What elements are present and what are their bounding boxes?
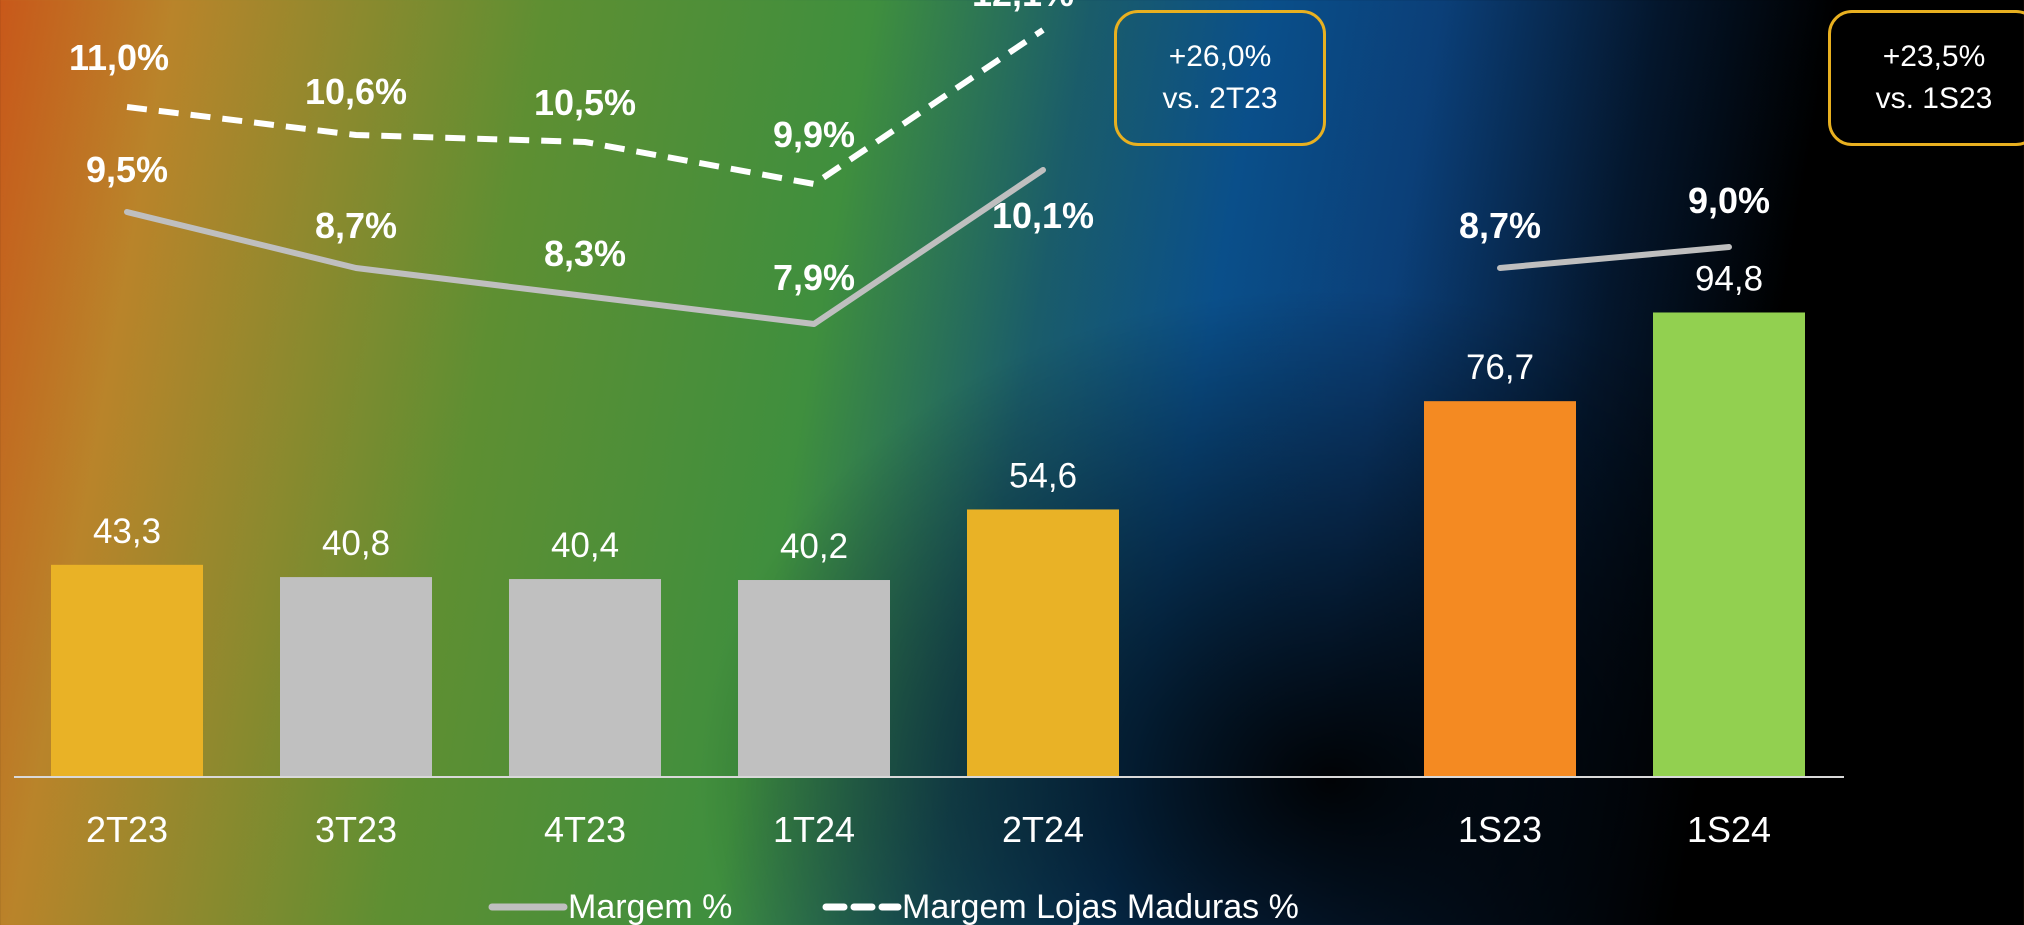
bar-2T23 <box>51 564 203 777</box>
margem-lojas-label-2T23: 11,0% <box>69 37 169 78</box>
bar-value-label-3T23: 40,8 <box>322 524 390 563</box>
callout-value: +26,0% <box>1168 40 1272 73</box>
bar-value-label-1T24: 40,2 <box>780 527 848 566</box>
growth-callout-2t24: +26,0% vs. 2T23 <box>1114 10 1326 146</box>
callout-comparison: vs. 1S23 <box>1875 82 1993 115</box>
margem-label-1S23: 8,7% <box>1459 205 1541 246</box>
x-tick-labels: 2T23 3T23 4T23 1T24 2T24 1S23 1S24 <box>86 809 1771 850</box>
callout-comparison: vs. 2T23 <box>1162 82 1278 115</box>
x-tick-1S24: 1S24 <box>1687 809 1771 850</box>
bar-1T24 <box>738 580 890 777</box>
bar-1S24 <box>1653 312 1805 777</box>
legend: Margem % Margem Lojas Maduras % <box>488 888 1299 925</box>
margem-label-2T24: 10,1% <box>992 195 1094 236</box>
x-tick-1T24: 1T24 <box>773 809 855 850</box>
margem-lojas-label-3T23: 10,6% <box>305 71 407 112</box>
bar-4T23 <box>509 579 661 777</box>
x-tick-2T24: 2T24 <box>1002 809 1084 850</box>
callout-value: +23,5% <box>1882 40 1986 73</box>
bar-1S23 <box>1424 401 1576 777</box>
bar-value-label-1S23: 76,7 <box>1466 348 1534 387</box>
bar-value-label-2T24: 54,6 <box>1009 456 1077 495</box>
x-tick-2T23: 2T23 <box>86 809 168 850</box>
margem-label-1S24: 9,0% <box>1688 180 1770 221</box>
x-tick-3T23: 3T23 <box>315 809 397 850</box>
margem-line-segment-1 <box>1497 244 1732 271</box>
margem-lojas-label-4T23: 10,5% <box>534 82 636 123</box>
margem-label-4T23: 8,3% <box>544 233 626 274</box>
margem-label-3T23: 8,7% <box>315 205 397 246</box>
legend-label-margem-lojas: Margem Lojas Maduras % <box>902 888 1299 925</box>
x-tick-4T23: 4T23 <box>544 809 626 850</box>
margem-lojas-label-2T24: 12,1% <box>972 0 1074 14</box>
margem-lojas-line-segment-0 <box>126 27 1045 187</box>
margem-label-1T24: 7,9% <box>773 257 855 298</box>
bar-value-labels: 43,3 40,8 40,4 40,2 54,6 76,7 94,8 <box>93 259 1763 566</box>
margem-lojas-label-1T24: 9,9% <box>773 114 855 155</box>
legend-label-margem: Margem % <box>568 888 732 925</box>
bars-group <box>51 312 1805 777</box>
line-value-labels: 9,5% 8,7% 8,3% 7,9% 10,1% 8,7% 9,0% 11,0% 10,6% 1… <box>69 0 1770 298</box>
lines-group <box>124 27 1732 327</box>
bar-2T24 <box>967 509 1119 777</box>
bar-value-label-4T23: 40,4 <box>551 526 619 565</box>
bar-value-label-2T23: 43,3 <box>93 512 161 551</box>
bar-3T23 <box>280 577 432 777</box>
growth-callout-1s24: +23,5% vs. 1S23 <box>1828 10 2024 146</box>
margem-label-2T23: 9,5% <box>86 149 168 190</box>
margem-line-segment-0 <box>124 167 1046 327</box>
x-tick-1S23: 1S23 <box>1458 809 1542 850</box>
bar-value-label-1S24: 94,8 <box>1695 259 1763 298</box>
